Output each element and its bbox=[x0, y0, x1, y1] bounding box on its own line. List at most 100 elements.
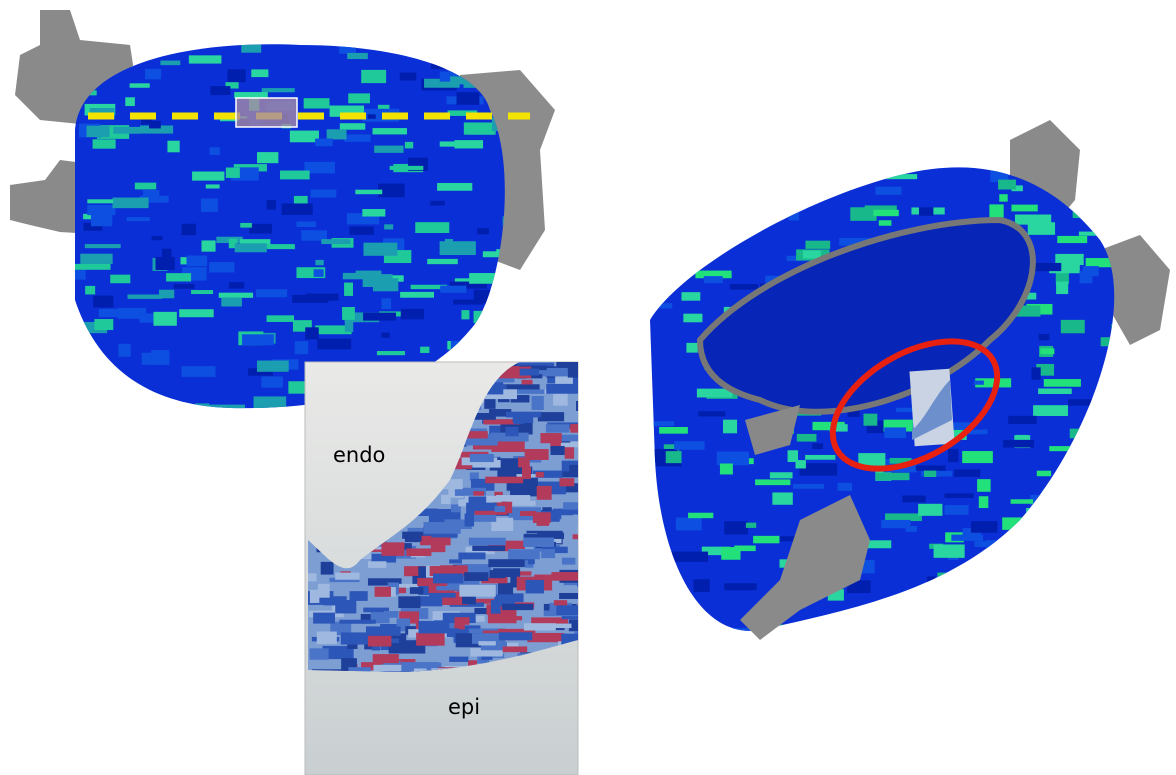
patch bbox=[476, 327, 505, 337]
patch bbox=[805, 240, 831, 249]
patch bbox=[795, 460, 806, 469]
cell bbox=[530, 367, 568, 377]
cell bbox=[429, 592, 456, 598]
patch bbox=[424, 78, 460, 88]
patch bbox=[251, 69, 269, 78]
patch bbox=[1014, 214, 1052, 225]
patch bbox=[225, 167, 240, 178]
patch bbox=[944, 505, 969, 515]
cell bbox=[570, 423, 578, 433]
patch bbox=[161, 248, 172, 261]
cell bbox=[497, 582, 514, 597]
cell bbox=[568, 619, 578, 632]
patch bbox=[173, 284, 195, 289]
patch bbox=[871, 610, 888, 619]
cell bbox=[559, 592, 578, 599]
patch bbox=[218, 292, 254, 298]
cell bbox=[313, 612, 336, 624]
patch bbox=[921, 470, 953, 477]
cell bbox=[316, 631, 337, 645]
patch bbox=[372, 128, 407, 135]
cell bbox=[577, 603, 578, 617]
patch bbox=[191, 290, 214, 295]
patch bbox=[349, 226, 374, 235]
patch bbox=[86, 125, 110, 138]
cell bbox=[532, 512, 551, 523]
cell bbox=[523, 623, 556, 631]
cell bbox=[308, 573, 317, 582]
cell bbox=[510, 490, 542, 497]
cell bbox=[459, 584, 496, 597]
cell bbox=[423, 522, 461, 534]
cell bbox=[450, 625, 481, 631]
patch bbox=[1055, 270, 1069, 284]
patch bbox=[75, 407, 90, 409]
patch bbox=[87, 199, 114, 204]
patch bbox=[1110, 493, 1115, 500]
patch bbox=[186, 255, 208, 267]
patch bbox=[1112, 542, 1115, 557]
cell bbox=[567, 369, 578, 378]
patch bbox=[1054, 518, 1074, 531]
patch bbox=[228, 282, 245, 289]
cell bbox=[494, 594, 515, 607]
patch bbox=[83, 222, 103, 231]
patch bbox=[389, 165, 424, 170]
cell bbox=[371, 644, 381, 651]
patch bbox=[181, 366, 216, 377]
cell bbox=[520, 511, 537, 516]
patch bbox=[1042, 489, 1077, 495]
patch bbox=[1101, 574, 1115, 588]
patch bbox=[75, 380, 87, 387]
cell bbox=[502, 384, 540, 391]
patch bbox=[721, 547, 741, 560]
patch bbox=[858, 453, 886, 467]
patch bbox=[155, 256, 175, 271]
cell bbox=[447, 458, 472, 470]
cell bbox=[514, 647, 526, 652]
patch bbox=[118, 343, 131, 357]
cell bbox=[559, 478, 575, 487]
cell bbox=[371, 553, 397, 563]
cell bbox=[501, 603, 534, 611]
patch bbox=[110, 274, 131, 284]
patch bbox=[695, 270, 732, 279]
patch bbox=[167, 140, 180, 153]
patch bbox=[221, 297, 242, 307]
patch bbox=[1078, 231, 1097, 236]
patch bbox=[344, 319, 354, 332]
cell bbox=[468, 496, 487, 506]
patch bbox=[348, 93, 370, 104]
patch bbox=[195, 403, 210, 409]
patch bbox=[889, 457, 912, 464]
patch bbox=[753, 535, 780, 544]
cell bbox=[536, 532, 565, 539]
patch bbox=[962, 451, 993, 464]
cell bbox=[517, 362, 555, 367]
patch bbox=[344, 282, 354, 296]
patch bbox=[1008, 415, 1037, 425]
patch bbox=[861, 605, 895, 611]
epi-label: epi bbox=[448, 695, 480, 719]
patch bbox=[181, 223, 196, 236]
patch bbox=[160, 60, 181, 66]
patch bbox=[1034, 588, 1044, 601]
cell bbox=[320, 561, 334, 575]
patch bbox=[1085, 258, 1115, 268]
patch bbox=[166, 273, 192, 282]
patch bbox=[344, 134, 371, 142]
patch bbox=[653, 254, 673, 264]
patch bbox=[374, 145, 404, 153]
patch bbox=[339, 123, 366, 130]
patch bbox=[400, 308, 425, 320]
patch bbox=[82, 351, 94, 358]
cell bbox=[367, 634, 392, 647]
patch bbox=[954, 469, 981, 477]
cell bbox=[497, 540, 525, 549]
cell bbox=[478, 641, 496, 646]
patch bbox=[1105, 211, 1115, 220]
patch bbox=[918, 207, 934, 216]
green-patches bbox=[75, 44, 505, 409]
cell bbox=[449, 656, 469, 662]
patch bbox=[999, 194, 1008, 202]
